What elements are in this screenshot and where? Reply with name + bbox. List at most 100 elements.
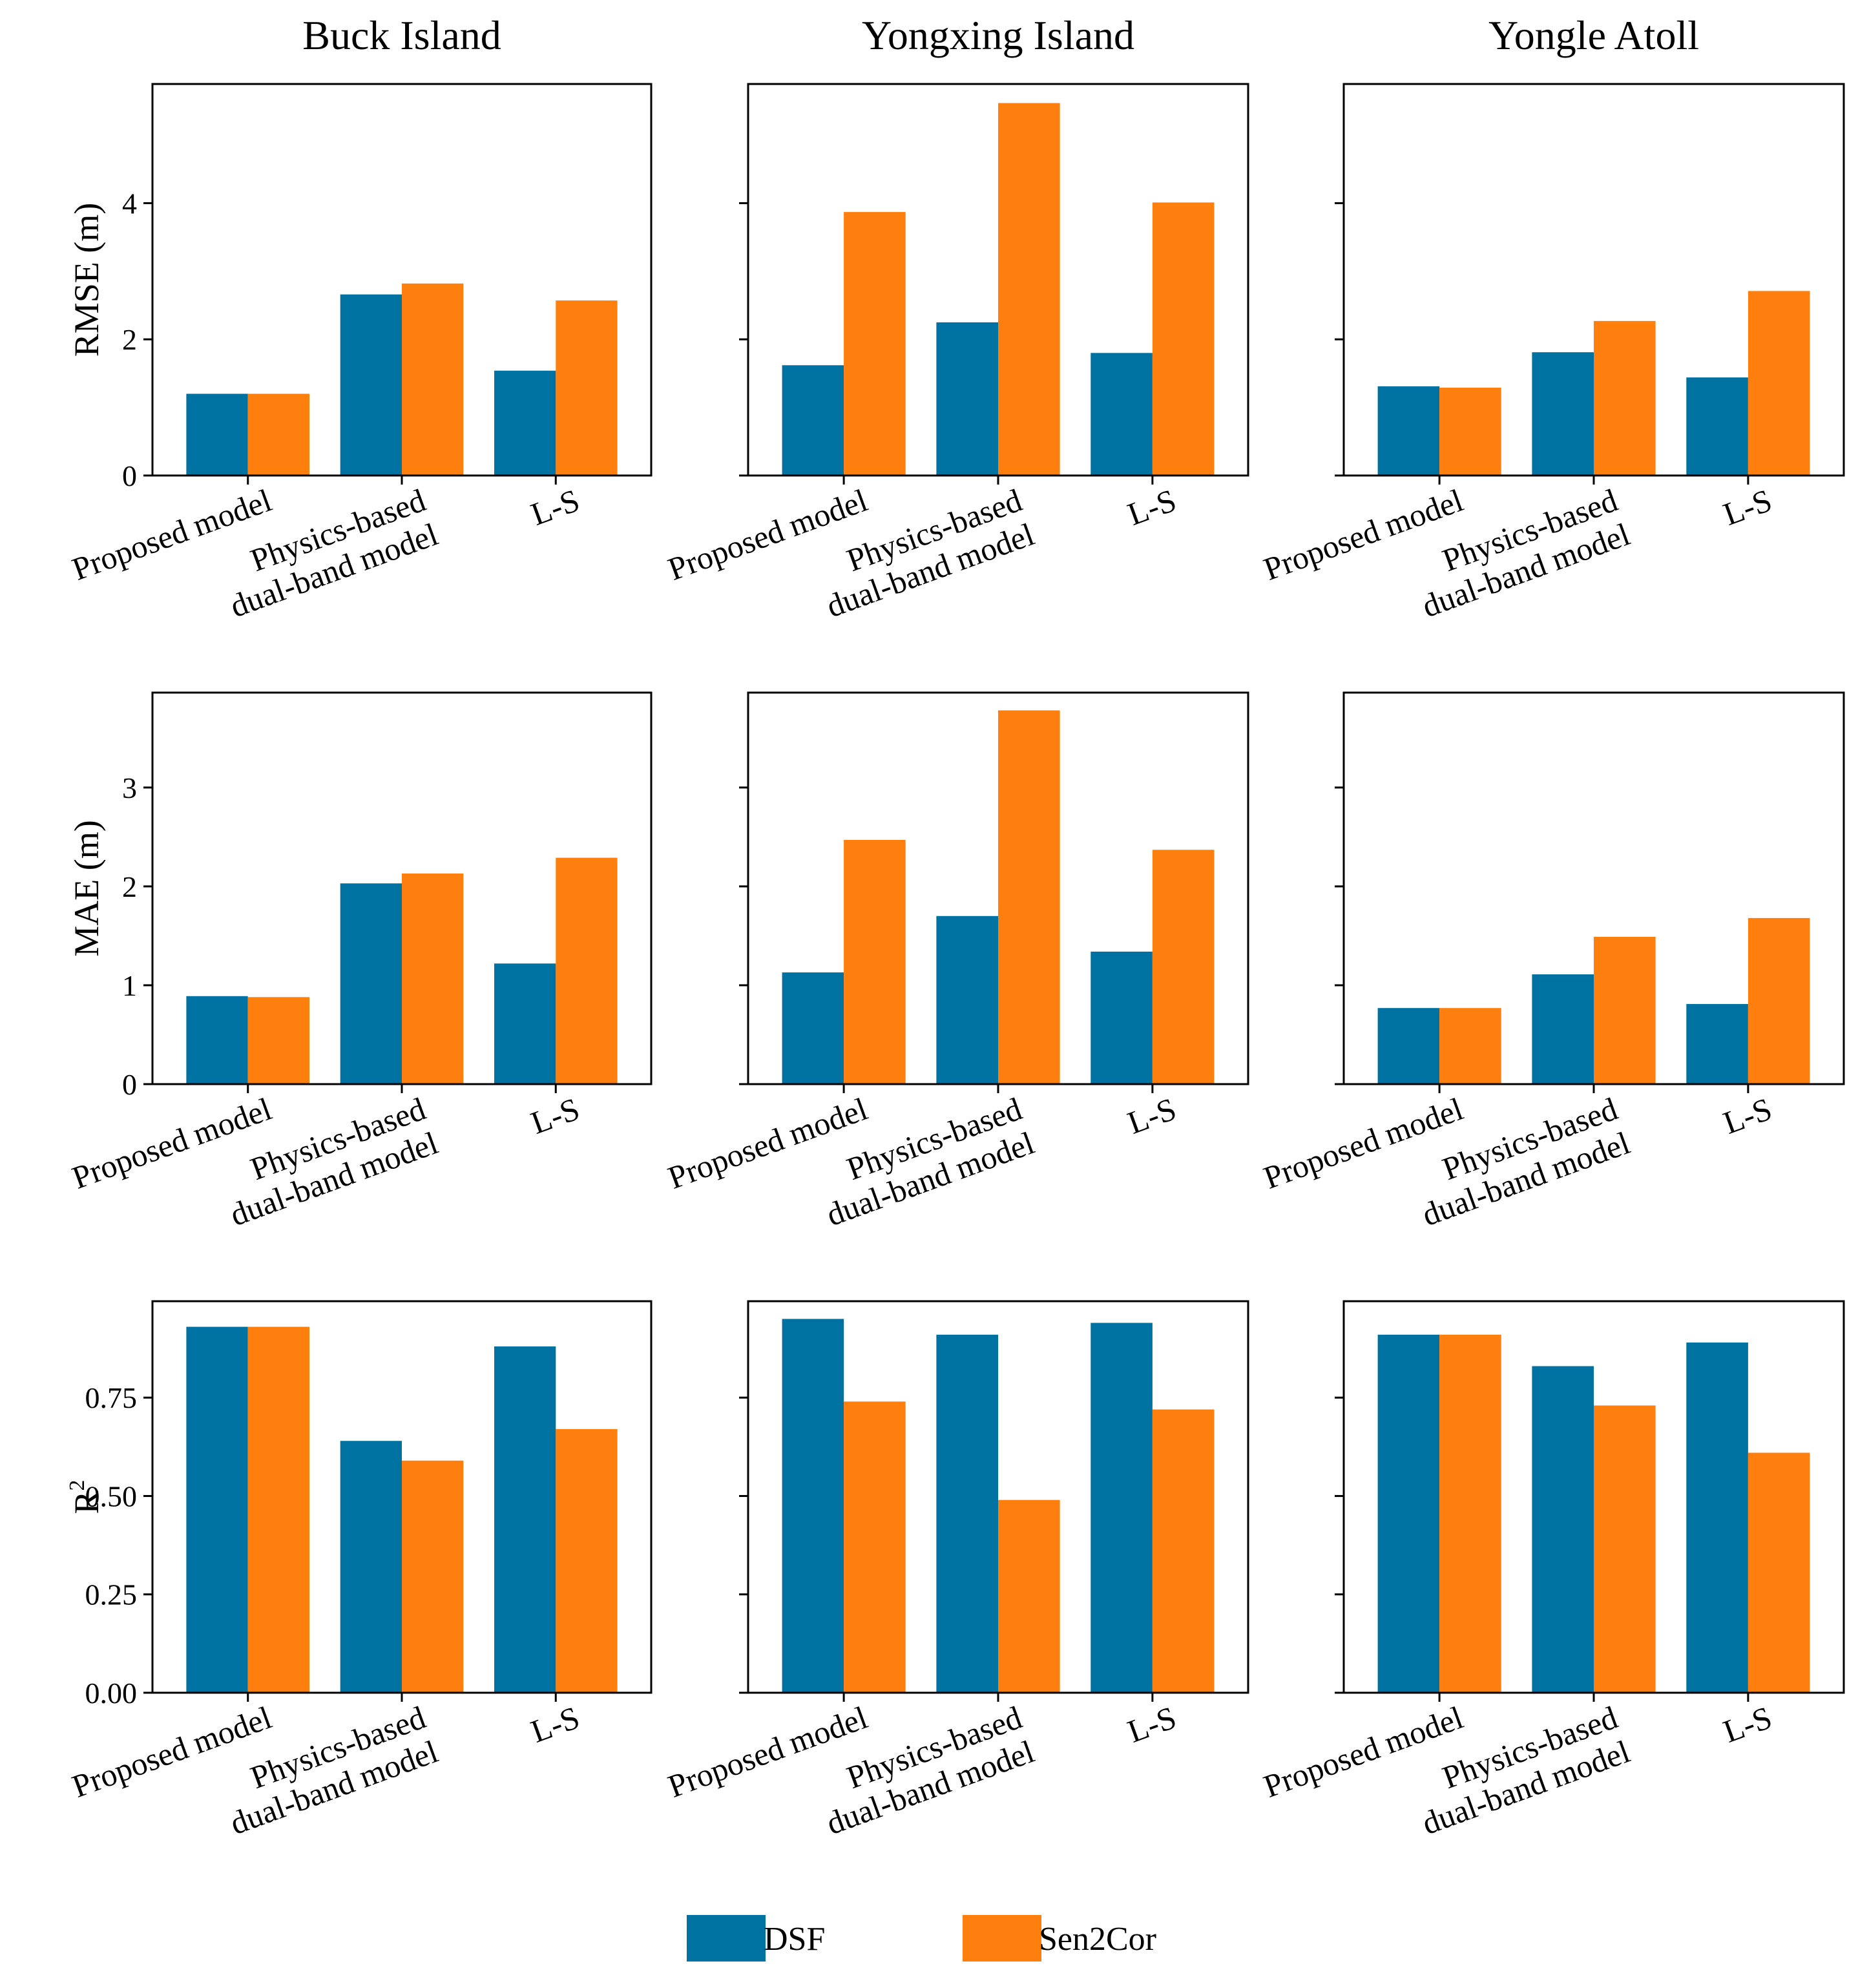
bar-dsf-1 [1377, 1008, 1440, 1084]
y-axis-label-superscript: 2 [65, 1480, 89, 1491]
x-tick-label-line: L-S [1718, 482, 1777, 532]
bar-sen2cor-2 [1594, 1405, 1656, 1693]
bar-sen2cor-1 [1439, 388, 1501, 476]
x-tick-label-line: L-S [1718, 1091, 1777, 1141]
bar-dsf-1 [782, 1319, 844, 1693]
bar-dsf-3 [494, 963, 556, 1084]
bar-dsf-3 [1686, 1342, 1748, 1693]
x-tick-label: L-S [1123, 1699, 1181, 1750]
y-tick-label: 2 [122, 323, 137, 356]
bar-dsf-1 [186, 1326, 248, 1693]
x-tick-label: Proposed model [1259, 1091, 1468, 1196]
column-title: Yongle Atoll [1488, 12, 1699, 58]
y-tick-label: 0 [122, 1068, 137, 1101]
bar-sen2cor-3 [1748, 1452, 1810, 1693]
bar-sen2cor-1 [247, 1326, 309, 1693]
x-tick-label: Proposed model [663, 1699, 872, 1805]
x-tick-label-line: L-S [526, 1091, 584, 1141]
bar-dsf-3 [494, 1346, 556, 1693]
x-tick-label: Proposed model [67, 1699, 276, 1805]
bar-sen2cor-1 [844, 1401, 906, 1693]
bar-sen2cor-2 [998, 1500, 1060, 1693]
bar-dsf-2 [340, 294, 402, 476]
y-tick-label: 0.50 [85, 1480, 138, 1512]
bar-dsf-2 [1532, 1366, 1594, 1693]
y-tick-label: 0.25 [85, 1578, 138, 1611]
y-tick-label: 0.75 [85, 1381, 138, 1414]
x-tick-label-line: Proposed model [1259, 1699, 1468, 1805]
x-tick-label: L-S [1123, 1091, 1181, 1141]
bar-dsf-1 [1377, 1334, 1440, 1693]
bar-dsf-1 [186, 393, 248, 476]
bar-dsf-3 [1091, 951, 1153, 1084]
y-tick-label: 4 [122, 187, 137, 220]
y-tick-label: 2 [122, 870, 137, 903]
y-tick-label: 1 [122, 969, 137, 1002]
bar-sen2cor-1 [844, 212, 906, 476]
y-axis-label: MAE (m) [67, 820, 106, 956]
x-tick-label-line: L-S [1123, 1699, 1181, 1750]
bar-dsf-2 [340, 883, 402, 1084]
bar-dsf-3 [1686, 1004, 1748, 1084]
bar-sen2cor-3 [1748, 917, 1810, 1084]
x-tick-label-line: Proposed model [663, 1091, 872, 1196]
bar-sen2cor-1 [1439, 1008, 1501, 1084]
x-tick-label-line: Proposed model [67, 1091, 276, 1196]
bar-sen2cor-1 [1439, 1334, 1501, 1693]
x-tick-label-line: Proposed model [1259, 1091, 1468, 1196]
x-tick-label-line: L-S [526, 482, 584, 532]
bar-sen2cor-1 [844, 840, 906, 1084]
bar-dsf-3 [494, 370, 556, 476]
x-tick-label-line: Proposed model [663, 482, 872, 587]
bar-sen2cor-2 [402, 874, 464, 1084]
x-tick-label: L-S [526, 482, 584, 532]
bar-dsf-2 [1532, 352, 1594, 476]
bar-dsf-1 [782, 972, 844, 1084]
bar-sen2cor-3 [1152, 1409, 1215, 1693]
x-tick-label: L-S [1718, 1091, 1777, 1141]
chart-panels: Buck Island Yongxing Island Yongle Atoll RM… [65, 12, 1845, 1841]
legend-label-dsf: DSF [764, 1921, 825, 1958]
bar-sen2cor-2 [402, 283, 464, 476]
y-tick-label: 3 [122, 771, 137, 804]
y-tick-label: 0.00 [85, 1677, 138, 1710]
bar-dsf-3 [1091, 353, 1153, 476]
bar-dsf-3 [1091, 1323, 1153, 1693]
bar-dsf-1 [1377, 386, 1440, 476]
bar-sen2cor-2 [998, 103, 1060, 476]
bar-sen2cor-2 [402, 1460, 464, 1693]
x-tick-label: Proposed model [1259, 1699, 1468, 1805]
bar-dsf-2 [1532, 974, 1594, 1084]
legend-swatch-dsf [687, 1915, 766, 1962]
bar-sen2cor-1 [247, 997, 309, 1084]
bar-dsf-2 [936, 1334, 998, 1693]
x-tick-label: L-S [1718, 1699, 1777, 1750]
bar-sen2cor-3 [556, 300, 618, 476]
bar-dsf-2 [936, 322, 998, 476]
bar-sen2cor-2 [998, 710, 1060, 1084]
x-tick-label: Proposed model [1259, 482, 1468, 587]
x-tick-label-line: Proposed model [67, 482, 276, 587]
bar-sen2cor-1 [247, 393, 309, 476]
bar-dsf-2 [936, 916, 998, 1084]
bar-sen2cor-2 [1594, 937, 1656, 1084]
bar-sen2cor-3 [556, 857, 618, 1084]
x-tick-label-line: Proposed model [67, 1699, 276, 1805]
x-tick-label: Proposed model [67, 482, 276, 587]
bar-sen2cor-3 [1748, 291, 1810, 476]
column-title: Yongxing Island [862, 12, 1134, 58]
y-tick-label: 0 [122, 459, 137, 492]
x-tick-label: L-S [526, 1699, 584, 1750]
x-tick-label-line: Proposed model [663, 1699, 872, 1805]
chart-legend: DSF Sen2Cor [687, 1915, 1156, 1962]
bar-sen2cor-3 [556, 1428, 618, 1693]
